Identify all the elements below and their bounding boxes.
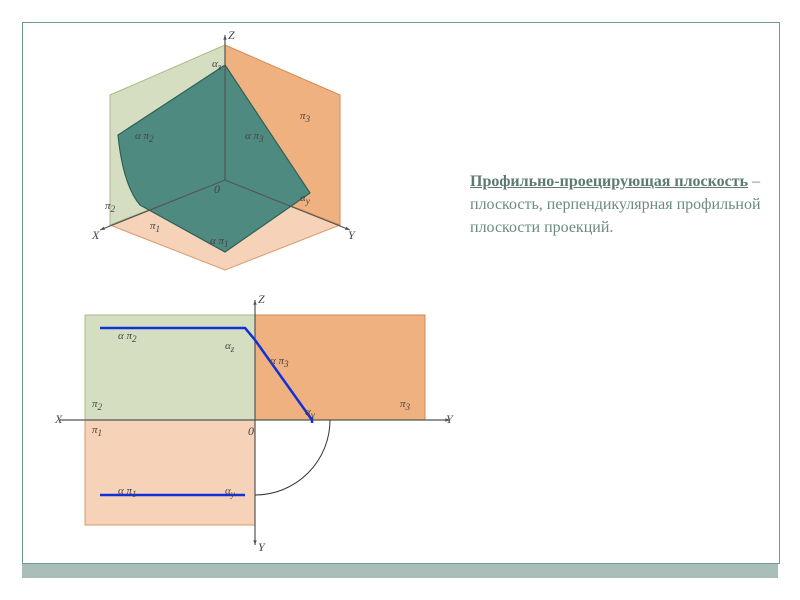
pi2-top: π2 (105, 200, 115, 214)
alpha-z-bot: αz (225, 340, 234, 354)
axis-y-bot: Y (446, 412, 453, 427)
epure-diagram (0, 0, 480, 580)
axis-x-top: X (92, 228, 99, 243)
description-body: плоскость, перпендикулярная профильной п… (470, 196, 761, 236)
origin-bot: 0 (248, 424, 254, 439)
origin-top: 0 (214, 182, 220, 197)
axis-y-top: Y (348, 228, 355, 243)
alpha-pi2-bot: α π2 (118, 330, 137, 344)
alpha-pi1-top: α π1 (210, 235, 229, 249)
alpha-pi3-bot: α π3 (270, 355, 289, 369)
pi3-top: π3 (300, 110, 310, 124)
axis-y-bot2: Y (258, 540, 265, 555)
axis-z-top: Z (228, 28, 235, 43)
alpha-pi1-bot: α π1 (118, 485, 137, 499)
alpha-pi2-top: α π2 (135, 130, 154, 144)
axis-z-bot: Z (258, 292, 265, 307)
alpha-y-bot2: αy (225, 485, 235, 499)
pi1-top: π1 (150, 220, 160, 234)
alpha-y-top: αy (300, 192, 310, 206)
description-dash: – (748, 173, 760, 190)
pi3-bot: π3 (400, 398, 410, 412)
axis-x-bot: X (55, 412, 62, 427)
pi2-bot: π2 (92, 398, 102, 412)
alpha-pi3-top: α π3 (245, 130, 264, 144)
description-title: Профильно-проецирующая плоскость (470, 173, 748, 190)
description-block: Профильно-проецирующая плоскость – плоск… (470, 170, 770, 240)
alpha-y-bot: αy (305, 406, 315, 420)
alpha-z-top: αz (212, 58, 221, 72)
pi1-bot: π1 (92, 424, 102, 438)
